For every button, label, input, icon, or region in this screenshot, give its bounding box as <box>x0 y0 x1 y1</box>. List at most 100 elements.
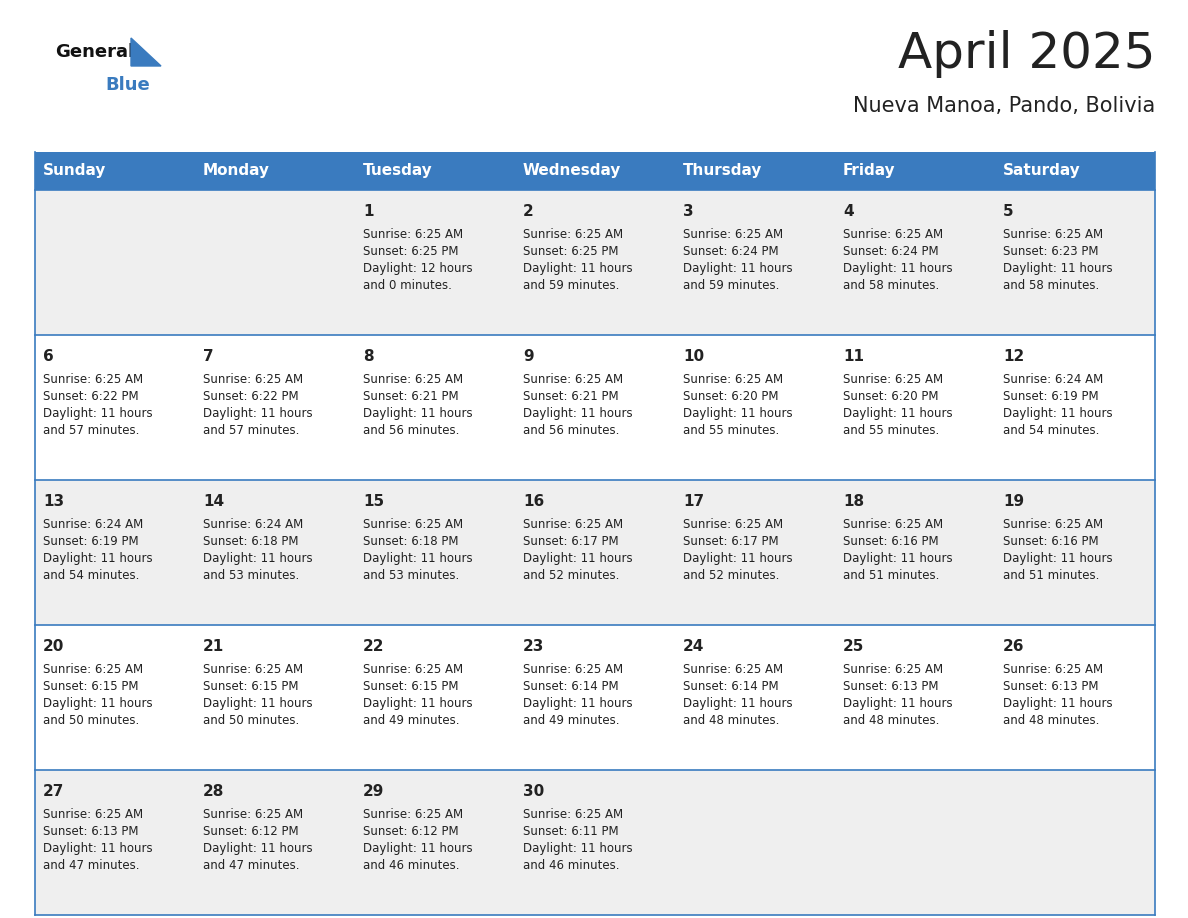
Text: Wednesday: Wednesday <box>523 163 621 178</box>
Text: Daylight: 11 hours: Daylight: 11 hours <box>523 552 633 565</box>
Text: Sunrise: 6:25 AM: Sunrise: 6:25 AM <box>1003 663 1104 676</box>
Text: Daylight: 11 hours: Daylight: 11 hours <box>523 842 633 855</box>
Text: and 54 minutes.: and 54 minutes. <box>43 569 139 582</box>
Text: Sunset: 6:19 PM: Sunset: 6:19 PM <box>1003 390 1099 403</box>
Text: Sunrise: 6:25 AM: Sunrise: 6:25 AM <box>364 373 463 386</box>
Text: and 59 minutes.: and 59 minutes. <box>683 279 779 292</box>
Text: 22: 22 <box>364 639 385 654</box>
Bar <box>34 625 1155 770</box>
Text: Thursday: Thursday <box>683 163 763 178</box>
Text: Sunset: 6:11 PM: Sunset: 6:11 PM <box>523 825 619 838</box>
Text: 30: 30 <box>523 784 544 799</box>
Text: 8: 8 <box>364 349 373 364</box>
Text: Sunrise: 6:25 AM: Sunrise: 6:25 AM <box>203 808 303 821</box>
Text: General: General <box>55 43 134 61</box>
Text: and 51 minutes.: and 51 minutes. <box>843 569 940 582</box>
Text: Daylight: 11 hours: Daylight: 11 hours <box>683 697 792 710</box>
Text: Sunrise: 6:25 AM: Sunrise: 6:25 AM <box>843 228 943 241</box>
Text: 17: 17 <box>683 494 704 509</box>
Text: 12: 12 <box>1003 349 1024 364</box>
Text: Sunrise: 6:25 AM: Sunrise: 6:25 AM <box>364 808 463 821</box>
Text: Daylight: 11 hours: Daylight: 11 hours <box>43 407 152 420</box>
Text: and 49 minutes.: and 49 minutes. <box>364 714 460 727</box>
Text: Daylight: 11 hours: Daylight: 11 hours <box>843 552 953 565</box>
Text: Sunset: 6:12 PM: Sunset: 6:12 PM <box>203 825 298 838</box>
Text: Sunset: 6:20 PM: Sunset: 6:20 PM <box>683 390 778 403</box>
Text: Sunrise: 6:25 AM: Sunrise: 6:25 AM <box>523 518 624 531</box>
Text: Daylight: 11 hours: Daylight: 11 hours <box>203 552 312 565</box>
Text: Daylight: 11 hours: Daylight: 11 hours <box>683 262 792 275</box>
Text: Daylight: 11 hours: Daylight: 11 hours <box>523 262 633 275</box>
Text: Saturday: Saturday <box>1003 163 1081 178</box>
Text: and 47 minutes.: and 47 minutes. <box>203 859 299 872</box>
Text: Sunrise: 6:25 AM: Sunrise: 6:25 AM <box>843 663 943 676</box>
Text: Daylight: 11 hours: Daylight: 11 hours <box>364 552 473 565</box>
Text: Daylight: 11 hours: Daylight: 11 hours <box>1003 262 1113 275</box>
Text: 10: 10 <box>683 349 704 364</box>
Text: Sunset: 6:17 PM: Sunset: 6:17 PM <box>683 535 778 548</box>
Text: 27: 27 <box>43 784 64 799</box>
Text: and 58 minutes.: and 58 minutes. <box>843 279 940 292</box>
Text: and 51 minutes.: and 51 minutes. <box>1003 569 1099 582</box>
Text: Sunset: 6:25 PM: Sunset: 6:25 PM <box>364 245 459 258</box>
Text: and 46 minutes.: and 46 minutes. <box>523 859 619 872</box>
Text: and 56 minutes.: and 56 minutes. <box>364 424 460 437</box>
Text: Sunrise: 6:25 AM: Sunrise: 6:25 AM <box>43 663 143 676</box>
Text: Sunset: 6:13 PM: Sunset: 6:13 PM <box>1003 680 1099 693</box>
Text: 1: 1 <box>364 204 373 219</box>
Text: Monday: Monday <box>203 163 270 178</box>
Text: Daylight: 11 hours: Daylight: 11 hours <box>683 552 792 565</box>
Text: Sunrise: 6:25 AM: Sunrise: 6:25 AM <box>523 663 624 676</box>
Text: Sunset: 6:24 PM: Sunset: 6:24 PM <box>843 245 939 258</box>
Bar <box>34 152 1155 190</box>
Text: Sunrise: 6:25 AM: Sunrise: 6:25 AM <box>203 373 303 386</box>
Text: Sunset: 6:16 PM: Sunset: 6:16 PM <box>843 535 939 548</box>
Text: Sunrise: 6:25 AM: Sunrise: 6:25 AM <box>683 228 783 241</box>
Text: Daylight: 11 hours: Daylight: 11 hours <box>843 697 953 710</box>
Text: Daylight: 11 hours: Daylight: 11 hours <box>843 262 953 275</box>
Text: Sunset: 6:23 PM: Sunset: 6:23 PM <box>1003 245 1099 258</box>
Text: Sunset: 6:19 PM: Sunset: 6:19 PM <box>43 535 139 548</box>
Text: Friday: Friday <box>843 163 896 178</box>
Text: 29: 29 <box>364 784 385 799</box>
Text: Sunrise: 6:25 AM: Sunrise: 6:25 AM <box>523 228 624 241</box>
Text: 21: 21 <box>203 639 225 654</box>
Text: Sunrise: 6:25 AM: Sunrise: 6:25 AM <box>43 373 143 386</box>
Text: and 52 minutes.: and 52 minutes. <box>683 569 779 582</box>
Bar <box>34 480 1155 625</box>
Text: Sunrise: 6:25 AM: Sunrise: 6:25 AM <box>523 808 624 821</box>
Text: Sunset: 6:21 PM: Sunset: 6:21 PM <box>523 390 619 403</box>
Text: Sunday: Sunday <box>43 163 107 178</box>
Text: Sunrise: 6:25 AM: Sunrise: 6:25 AM <box>364 518 463 531</box>
Text: and 55 minutes.: and 55 minutes. <box>683 424 779 437</box>
Text: Daylight: 11 hours: Daylight: 11 hours <box>843 407 953 420</box>
Text: Sunset: 6:13 PM: Sunset: 6:13 PM <box>43 825 139 838</box>
Bar <box>34 335 1155 480</box>
Text: 7: 7 <box>203 349 214 364</box>
Text: and 53 minutes.: and 53 minutes. <box>364 569 460 582</box>
Text: Sunset: 6:22 PM: Sunset: 6:22 PM <box>203 390 298 403</box>
Text: Sunrise: 6:24 AM: Sunrise: 6:24 AM <box>203 518 303 531</box>
Text: Daylight: 11 hours: Daylight: 11 hours <box>364 842 473 855</box>
Text: 16: 16 <box>523 494 544 509</box>
Text: 3: 3 <box>683 204 694 219</box>
Text: Sunset: 6:17 PM: Sunset: 6:17 PM <box>523 535 619 548</box>
Text: Sunset: 6:22 PM: Sunset: 6:22 PM <box>43 390 139 403</box>
Text: Daylight: 11 hours: Daylight: 11 hours <box>364 407 473 420</box>
Text: Sunrise: 6:25 AM: Sunrise: 6:25 AM <box>1003 518 1104 531</box>
Text: 20: 20 <box>43 639 64 654</box>
Text: Daylight: 11 hours: Daylight: 11 hours <box>203 842 312 855</box>
Text: Sunset: 6:20 PM: Sunset: 6:20 PM <box>843 390 939 403</box>
Text: 11: 11 <box>843 349 864 364</box>
Text: 6: 6 <box>43 349 53 364</box>
Text: 9: 9 <box>523 349 533 364</box>
Text: Daylight: 11 hours: Daylight: 11 hours <box>364 697 473 710</box>
Bar <box>34 190 1155 335</box>
Text: 28: 28 <box>203 784 225 799</box>
Text: Sunset: 6:14 PM: Sunset: 6:14 PM <box>523 680 619 693</box>
Text: Nueva Manoa, Pando, Bolivia: Nueva Manoa, Pando, Bolivia <box>853 96 1155 116</box>
Text: Sunrise: 6:25 AM: Sunrise: 6:25 AM <box>364 228 463 241</box>
Text: 15: 15 <box>364 494 384 509</box>
Text: 5: 5 <box>1003 204 1013 219</box>
Text: 24: 24 <box>683 639 704 654</box>
